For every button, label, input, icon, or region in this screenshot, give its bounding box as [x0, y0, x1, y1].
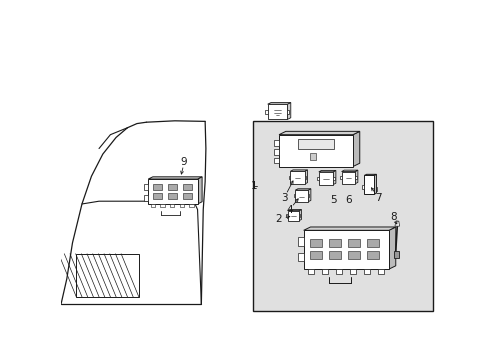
Bar — [183, 193, 191, 199]
Text: 1: 1 — [250, 181, 257, 191]
Bar — [310, 239, 322, 247]
Bar — [295, 190, 307, 202]
Bar — [298, 237, 303, 246]
Polygon shape — [148, 177, 202, 179]
Text: 8: 8 — [389, 212, 396, 222]
Bar — [150, 204, 155, 207]
Bar — [366, 239, 378, 247]
Bar — [274, 149, 279, 155]
Bar — [304, 176, 305, 179]
Bar — [286, 214, 287, 217]
Bar — [339, 176, 341, 179]
Bar — [143, 195, 148, 202]
Bar — [307, 194, 309, 197]
Polygon shape — [373, 174, 376, 194]
Polygon shape — [307, 189, 310, 202]
Bar — [293, 194, 295, 197]
Polygon shape — [287, 103, 290, 120]
Bar — [321, 269, 327, 274]
Bar — [299, 214, 300, 217]
Polygon shape — [279, 131, 359, 135]
Bar — [189, 204, 193, 207]
Bar — [168, 193, 177, 199]
Bar — [366, 251, 378, 259]
Polygon shape — [304, 170, 307, 184]
Text: 7: 7 — [375, 193, 381, 203]
Bar — [352, 143, 356, 159]
Bar — [297, 139, 334, 149]
Bar — [307, 269, 313, 274]
Bar — [341, 172, 354, 184]
Bar — [148, 179, 197, 204]
Bar — [335, 269, 341, 274]
Text: 5: 5 — [329, 195, 336, 205]
Polygon shape — [388, 227, 395, 269]
Bar — [274, 140, 279, 146]
Bar — [378, 269, 384, 274]
Polygon shape — [303, 227, 395, 230]
Bar — [364, 175, 373, 194]
Bar — [287, 110, 289, 114]
Bar — [143, 184, 148, 190]
Bar — [197, 195, 201, 202]
Bar — [290, 171, 304, 184]
Bar — [153, 193, 162, 199]
Polygon shape — [295, 189, 310, 190]
Bar — [328, 239, 341, 247]
Polygon shape — [299, 210, 301, 221]
Polygon shape — [287, 210, 301, 211]
Text: 2: 2 — [275, 214, 282, 224]
Polygon shape — [267, 103, 290, 104]
Bar — [298, 253, 303, 261]
Bar — [287, 211, 299, 221]
Bar — [197, 184, 201, 190]
Bar — [170, 204, 174, 207]
Bar — [364, 269, 369, 274]
Bar — [347, 239, 359, 247]
Bar — [361, 185, 364, 189]
Bar — [347, 251, 359, 259]
Polygon shape — [394, 221, 399, 226]
Text: 6: 6 — [345, 195, 351, 205]
Bar — [332, 176, 334, 180]
Bar — [279, 135, 352, 167]
Text: 3: 3 — [281, 193, 287, 203]
Polygon shape — [341, 170, 357, 172]
Bar — [316, 176, 318, 180]
Polygon shape — [290, 170, 307, 171]
Bar — [310, 251, 322, 259]
Polygon shape — [364, 174, 376, 175]
Polygon shape — [354, 170, 357, 184]
Bar — [373, 187, 376, 190]
Polygon shape — [318, 170, 335, 172]
Bar — [252, 121, 432, 311]
Polygon shape — [352, 131, 359, 167]
Text: 4: 4 — [285, 205, 292, 215]
Polygon shape — [393, 251, 398, 258]
Bar — [303, 230, 388, 269]
Bar — [267, 104, 287, 120]
Bar — [309, 153, 315, 159]
Bar — [274, 158, 279, 163]
Polygon shape — [332, 170, 335, 185]
Bar — [318, 172, 332, 185]
Bar — [265, 110, 267, 114]
Bar — [183, 184, 191, 190]
Polygon shape — [197, 177, 202, 204]
Bar — [76, 254, 139, 297]
Bar — [153, 184, 162, 190]
Bar — [160, 204, 164, 207]
Bar — [328, 251, 341, 259]
Bar — [168, 184, 177, 190]
Text: 9: 9 — [180, 157, 186, 167]
Bar — [354, 176, 356, 179]
Bar — [288, 176, 290, 179]
Bar — [349, 269, 355, 274]
Bar — [179, 204, 183, 207]
